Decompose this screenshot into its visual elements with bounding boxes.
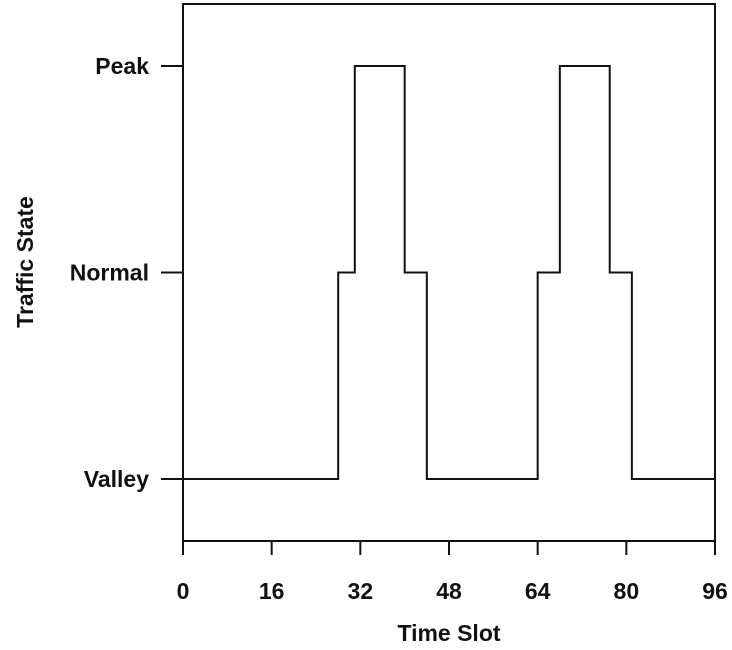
y-tick-label-peak: Peak (95, 53, 149, 79)
x-tick-label: 80 (614, 578, 640, 604)
x-tick-label: 48 (436, 578, 462, 604)
x-tick-label: 0 (177, 578, 190, 604)
x-tick-label: 96 (702, 578, 728, 604)
y-axis: Valley Normal Peak (70, 53, 183, 492)
x-tick-label: 32 (348, 578, 374, 604)
y-axis-title: Traffic State (12, 196, 38, 328)
traffic-state-line (183, 64, 715, 481)
y-tick-label-normal: Normal (70, 260, 149, 286)
x-axis-title: Time Slot (397, 620, 500, 646)
y-tick-label-valley: Valley (84, 466, 149, 492)
x-axis: 0 16 32 48 64 80 96 (177, 541, 728, 604)
x-tick-label: 64 (525, 578, 551, 604)
x-tick-label: 16 (259, 578, 285, 604)
plot-frame (182, 3, 716, 542)
